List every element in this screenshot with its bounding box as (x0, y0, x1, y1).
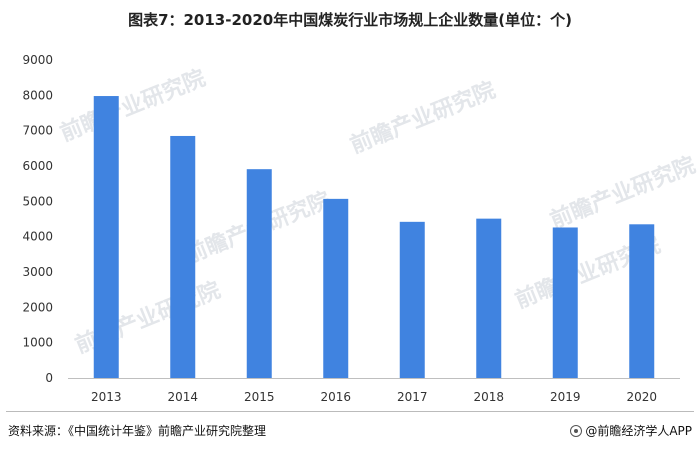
brand-label: @前瞻经济学人APP (585, 424, 692, 438)
y-tick-label: 5000 (22, 194, 53, 208)
x-tick-label: 2015 (244, 390, 275, 404)
y-tick-label: 1000 (22, 336, 53, 350)
x-tick-label: 2016 (320, 390, 351, 404)
y-tick-label: 7000 (22, 124, 53, 138)
chart-title: 图表7：2013-2020年中国煤炭行业市场规上企业数量(单位：个) (128, 11, 572, 29)
brand-tag: @前瞻经济学人APP (570, 422, 692, 439)
source-note: 资料来源：《中国统计年鉴》前瞻产业研究院整理 (8, 424, 267, 438)
bar-2017 (399, 221, 425, 378)
footer-divider (6, 411, 694, 412)
y-axis-ticks: 0 1000 2000 3000 4000 5000 6000 7000 8000 9000 (22, 53, 53, 385)
x-tick-label: 2019 (550, 390, 581, 404)
y-tick-label: 0 (45, 371, 53, 385)
bar-2020 (629, 224, 655, 378)
bar-2013 (93, 96, 119, 378)
x-axis-ticks: 2013 2014 2015 2016 2017 2018 2019 2020 (91, 390, 657, 404)
brand-logo-icon (570, 424, 583, 437)
x-tick-label: 2020 (626, 390, 657, 404)
bars (93, 96, 655, 378)
bar-2014 (170, 135, 196, 378)
bar-chart: 0 1000 2000 3000 4000 5000 6000 7000 8000 9000 20… (22, 53, 680, 404)
x-tick-label: 2017 (397, 390, 428, 404)
bar-2015 (246, 169, 272, 378)
x-tick-label: 2014 (167, 390, 198, 404)
bar-2019 (552, 227, 578, 378)
y-tick-label: 6000 (22, 159, 53, 173)
bar-2016 (323, 198, 349, 378)
y-tick-label: 9000 (22, 53, 53, 67)
y-tick-label: 2000 (22, 300, 53, 314)
footer: 资料来源：《中国统计年鉴》前瞻产业研究院整理 @前瞻经济学人APP (0, 411, 700, 449)
x-tick-label: 2018 (473, 390, 504, 404)
bar-2018 (476, 218, 502, 378)
y-tick-label: 4000 (22, 230, 53, 244)
y-tick-label: 8000 (22, 88, 53, 102)
y-tick-label: 3000 (22, 265, 53, 279)
x-tick-label: 2013 (91, 390, 122, 404)
